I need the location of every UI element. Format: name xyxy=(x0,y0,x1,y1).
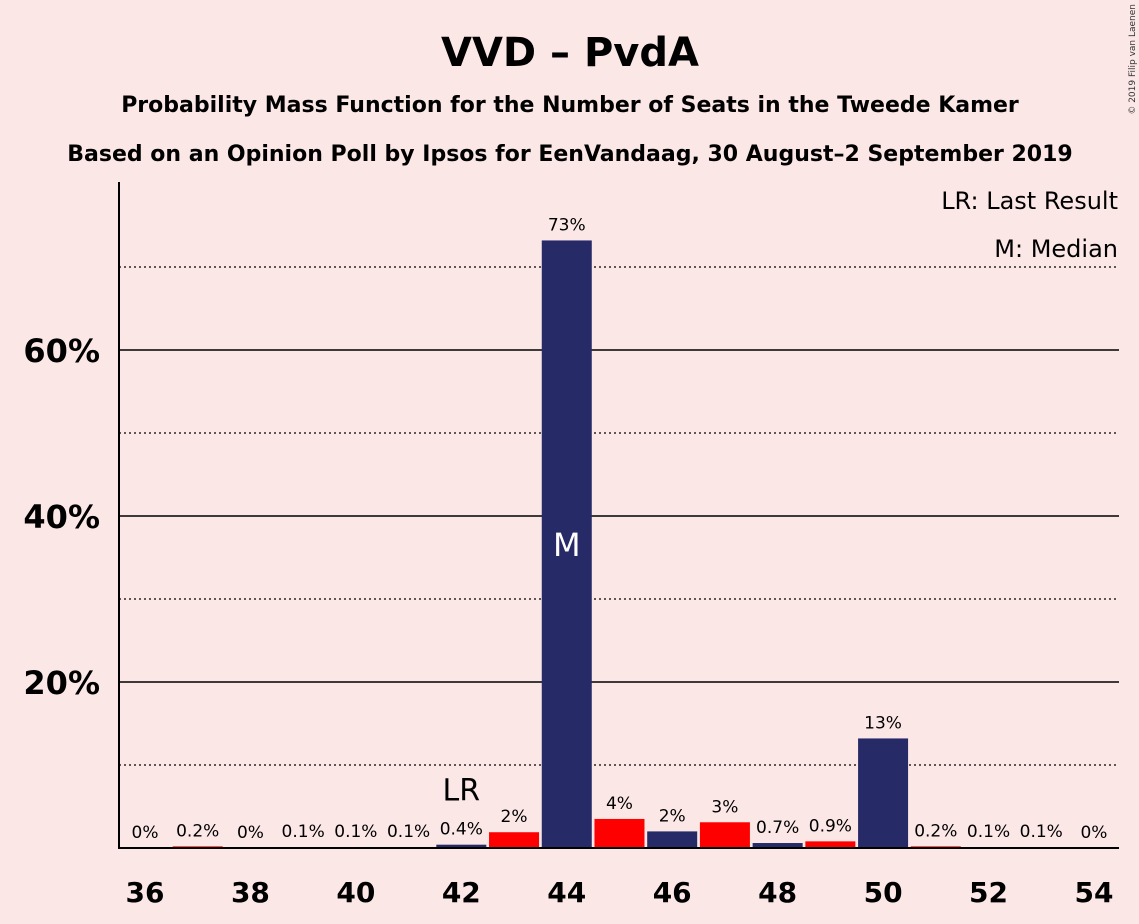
x-tick-label: 36 xyxy=(126,876,165,909)
bar-seat-43 xyxy=(489,832,540,848)
data-label-bg xyxy=(175,821,220,842)
bar-seat-44 xyxy=(541,240,592,848)
data-label-seat-49: 0.9% xyxy=(809,816,852,836)
copyright-notice: © 2019 Filip van Laenen xyxy=(1128,4,1138,115)
data-label-bg xyxy=(386,822,431,843)
data-label-bg xyxy=(808,816,853,837)
data-label-bg xyxy=(712,797,738,818)
data-label-bg xyxy=(333,822,379,843)
data-label-seat-44: 73% xyxy=(548,215,586,235)
data-label-bg xyxy=(439,819,484,840)
data-label-bg xyxy=(865,713,901,734)
x-tick-label: 38 xyxy=(231,876,270,909)
x-tick-label: 46 xyxy=(653,876,692,909)
last-result-bg xyxy=(431,774,492,809)
data-label-seat-43: 2% xyxy=(501,807,528,827)
data-label-bg xyxy=(280,822,326,843)
data-label-bg xyxy=(237,823,264,843)
data-label-seat-37: 0.2% xyxy=(176,821,219,841)
bar-seat-48 xyxy=(752,843,803,848)
chart-subtitle-1: Probability Mass Function for the Number… xyxy=(121,93,1019,118)
x-axis-ticks: 36 38 40 42 44 46 48 50 52 54 xyxy=(126,876,1114,909)
data-label-seat-47: 3% xyxy=(711,797,738,817)
x-tick-label: 50 xyxy=(864,876,903,909)
x-tick-label: 44 xyxy=(547,876,586,909)
legend-last-result: LR: Last Result xyxy=(941,187,1118,215)
median-marker: M xyxy=(553,526,581,564)
data-label-bg xyxy=(501,807,527,828)
bars xyxy=(172,240,1067,848)
gridlines xyxy=(119,266,1119,766)
data-label-seat-42: 0.4% xyxy=(440,820,483,840)
data-label-seat-46: 2% xyxy=(659,806,686,826)
data-label-seat-48: 0.7% xyxy=(756,818,799,838)
data-label-bg xyxy=(755,818,800,839)
data-label-seat-45: 4% xyxy=(606,794,633,814)
data-label-bg xyxy=(966,822,1011,843)
bar-seat-45 xyxy=(594,818,645,848)
bar-seat-46 xyxy=(647,831,698,848)
last-result-marker: LR xyxy=(443,774,481,809)
y-axis-ticks: 20% 40% 60% xyxy=(23,332,100,702)
data-label-seat-53: 0.1% xyxy=(1020,822,1063,842)
bar-seat-42 xyxy=(436,844,487,848)
data-label-seat-40: 0.1% xyxy=(334,822,377,842)
data-labels: 0% 0.2% 0% 0.1% 0.1% 0.1% 0.4% LR 2% 73% M 4% 2% 3% 0.… xyxy=(132,215,1107,843)
legend-median: M: Median xyxy=(994,235,1118,263)
x-tick-label: 40 xyxy=(336,876,375,909)
data-label-seat-41: 0.1% xyxy=(387,822,430,842)
data-label-bg xyxy=(913,821,958,842)
data-label-bg xyxy=(1019,822,1064,843)
data-label-bg xyxy=(549,215,585,236)
data-label-bg xyxy=(132,823,158,843)
y-tick-label: 60% xyxy=(23,332,100,370)
data-label-bg xyxy=(1081,823,1107,843)
x-tick-label: 54 xyxy=(1074,876,1113,909)
data-label-seat-36: 0% xyxy=(132,823,159,843)
data-label-seat-50: 13% xyxy=(864,713,902,733)
data-label-seat-52: 0.1% xyxy=(967,822,1010,842)
chart-subtitle-2: Based on an Opinion Poll by Ipsos for Ee… xyxy=(67,142,1072,167)
y-tick-label: 40% xyxy=(23,498,100,536)
x-tick-label: 48 xyxy=(758,876,797,909)
x-tick-label: 52 xyxy=(969,876,1008,909)
data-label-bg xyxy=(606,793,633,814)
chart-title: VVD – PvdA xyxy=(441,30,699,76)
data-label-seat-54: 0% xyxy=(1080,823,1107,843)
bar-seat-49 xyxy=(805,841,856,848)
bar-seat-50 xyxy=(858,738,909,848)
data-label-seat-39: 0.1% xyxy=(282,822,325,842)
y-tick-label: 20% xyxy=(23,664,100,702)
data-label-bg xyxy=(659,806,685,827)
bar-seat-47 xyxy=(699,822,750,848)
data-label-seat-51: 0.2% xyxy=(914,821,957,841)
data-label-seat-38: 0% xyxy=(237,823,264,843)
x-tick-label: 42 xyxy=(442,876,481,909)
